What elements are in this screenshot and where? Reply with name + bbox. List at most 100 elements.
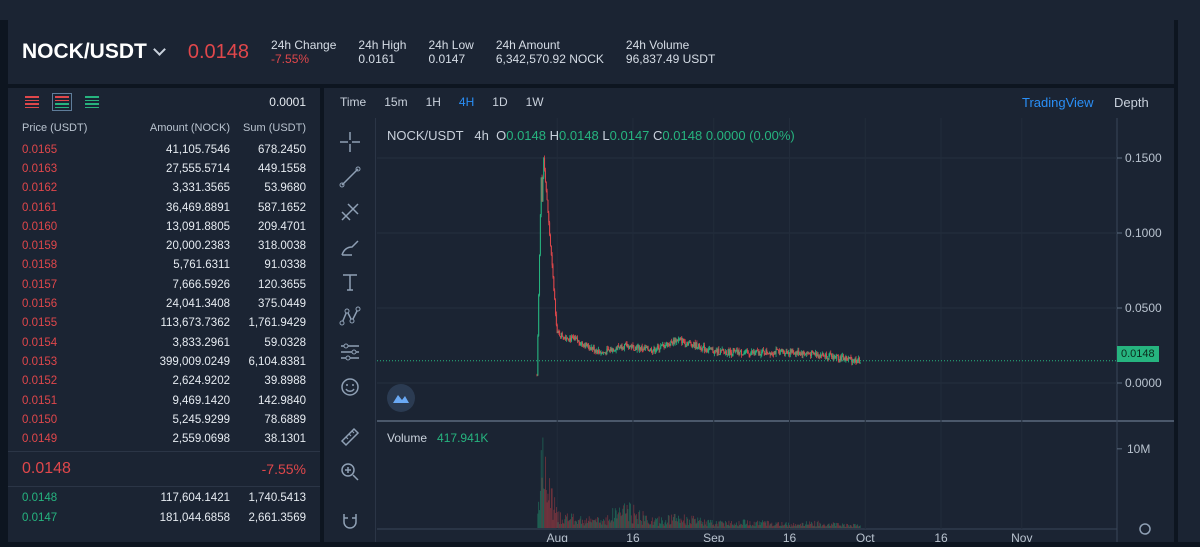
candle-body xyxy=(629,346,631,349)
volume-bar xyxy=(684,523,686,528)
candle-body xyxy=(590,347,592,350)
volume-bar xyxy=(858,526,859,528)
volume-bar xyxy=(698,521,699,528)
volume-bar xyxy=(746,523,747,528)
ask-row[interactable]: 0.0154 3,833.2961 59.0328 xyxy=(8,333,320,352)
volume-bar xyxy=(681,520,683,528)
candle-body xyxy=(676,339,678,343)
volume-bar xyxy=(693,519,695,528)
ask-row[interactable]: 0.0161 36,469.8891 587.1652 xyxy=(8,198,320,217)
volume-bar xyxy=(632,523,634,528)
pattern-tool-icon[interactable] xyxy=(338,305,362,329)
asks-only-view-icon[interactable] xyxy=(22,93,42,111)
stat-label: 24h Volume xyxy=(625,38,690,52)
candle-body xyxy=(818,356,820,358)
bid-row[interactable]: 0.0147 181,044.6858 2,661.3569 xyxy=(8,508,320,527)
candle-body xyxy=(678,338,680,340)
volume-bar xyxy=(728,520,730,528)
volume-bar xyxy=(685,525,687,528)
tab-time[interactable]: Time xyxy=(340,95,367,109)
tab-1w[interactable]: 1W xyxy=(525,95,544,109)
volume-bar xyxy=(580,516,582,528)
pair-selector[interactable]: NOCK/USDT xyxy=(22,40,166,64)
price-chart-svg: 0.1500 0.1000 0.0500 0.0000 10M Aug 16 Sep 16 Oct… xyxy=(377,118,1174,545)
volume-bar xyxy=(846,523,848,528)
volume-bar xyxy=(774,525,776,528)
candle-body xyxy=(770,352,772,355)
both-sides-view-icon[interactable] xyxy=(52,93,72,111)
prediction-tool-icon[interactable] xyxy=(338,340,362,364)
tab-15m[interactable]: 15m xyxy=(384,95,408,109)
precision-selector[interactable]: 0.0001 xyxy=(269,95,306,109)
volume-bar xyxy=(690,524,692,528)
volume-bar xyxy=(664,522,666,528)
ask-row[interactable]: 0.0152 2,624.9202 39.8988 xyxy=(8,372,320,391)
chart-plot-area[interactable]: 0.1500 0.1000 0.0500 0.0000 10M Aug 16 Sep 16 Oct… xyxy=(377,88,1174,545)
price-cell: 0.0154 xyxy=(22,336,58,349)
time-tick-label: 16 xyxy=(783,531,797,542)
candle-body xyxy=(788,352,790,355)
bid-row[interactable]: 0.0148 117,604.1421 1,740.5413 xyxy=(8,489,320,508)
candle-body xyxy=(551,255,553,266)
ask-row[interactable]: 0.0156 24,041.3408 375.0449 xyxy=(8,294,320,313)
candle-body xyxy=(817,354,819,357)
volume-bar xyxy=(629,502,630,528)
candle-body xyxy=(857,360,859,363)
ask-row[interactable]: 0.0155 113,673.7362 1,761.9429 xyxy=(8,314,320,333)
ask-row[interactable]: 0.0159 20,000.2383 318.0038 xyxy=(8,236,320,255)
volume-bar xyxy=(637,524,639,528)
volume-bar xyxy=(758,521,760,528)
candle-body xyxy=(803,351,805,354)
crosshair-icon[interactable] xyxy=(338,130,362,154)
volume-bar xyxy=(565,514,567,528)
magnet-icon[interactable] xyxy=(338,510,362,534)
volume-bar xyxy=(622,508,624,528)
candle-body xyxy=(753,351,755,353)
candle-body xyxy=(597,349,599,354)
candle-body xyxy=(741,354,743,356)
volume-bar xyxy=(651,517,653,528)
volume-bar xyxy=(646,515,647,528)
candle-body xyxy=(806,352,808,354)
emoji-icon[interactable] xyxy=(338,375,362,399)
ask-row[interactable]: 0.0151 9,469.1420 142.9840 xyxy=(8,391,320,410)
tab-4h[interactable]: 4H xyxy=(458,95,475,109)
ask-row[interactable]: 0.0150 5,245.9299 78.6889 xyxy=(8,410,320,429)
volume-bar xyxy=(564,519,566,528)
candle-body xyxy=(765,350,767,355)
candle-body xyxy=(617,345,619,349)
depth-tab[interactable]: Depth xyxy=(1114,95,1149,110)
volume-bar xyxy=(852,527,854,528)
ask-row[interactable]: 0.0153 399,009.0249 6,104.8381 xyxy=(8,352,320,371)
ruler-icon[interactable] xyxy=(338,425,362,449)
candle-body xyxy=(661,344,663,346)
ask-row[interactable]: 0.0162 3,331.3565 53.9680 xyxy=(8,179,320,198)
tradingview-logo-icon[interactable] xyxy=(387,384,415,412)
candle-body xyxy=(698,343,700,349)
candle-body xyxy=(672,341,674,344)
candle-body xyxy=(845,356,847,360)
brush-icon[interactable] xyxy=(338,235,362,259)
ask-row[interactable]: 0.0157 7,666.5926 120.3655 xyxy=(8,275,320,294)
sum-cell: 78.6889 xyxy=(264,413,306,426)
text-tool-icon[interactable] xyxy=(338,270,362,294)
tab-1h[interactable]: 1H xyxy=(425,95,441,109)
candle-body xyxy=(687,342,689,346)
candle-body xyxy=(657,345,659,347)
candle-body xyxy=(802,351,804,356)
zoom-in-icon[interactable] xyxy=(338,460,362,484)
ask-row[interactable]: 0.0160 13,091.8805 209.4701 xyxy=(8,217,320,236)
trend-line-icon[interactable] xyxy=(338,165,362,189)
tradingview-tab[interactable]: TradingView xyxy=(1022,95,1094,110)
fib-retracement-icon[interactable] xyxy=(338,200,362,224)
candle-body xyxy=(787,352,789,355)
tab-1d[interactable]: 1D xyxy=(492,95,508,109)
candle-body xyxy=(811,350,813,352)
ask-row[interactable]: 0.0163 27,555.5714 449.1558 xyxy=(8,159,320,178)
ask-row[interactable]: 0.0165 41,105.7546 678.2450 xyxy=(8,140,320,159)
ask-row[interactable]: 0.0149 2,559.0698 38.1301 xyxy=(8,429,320,448)
volume-bar xyxy=(626,504,628,528)
ask-row[interactable]: 0.0158 5,761.6311 91.0338 xyxy=(8,256,320,275)
bids-only-view-icon[interactable] xyxy=(82,93,102,111)
candle-body xyxy=(774,351,776,354)
